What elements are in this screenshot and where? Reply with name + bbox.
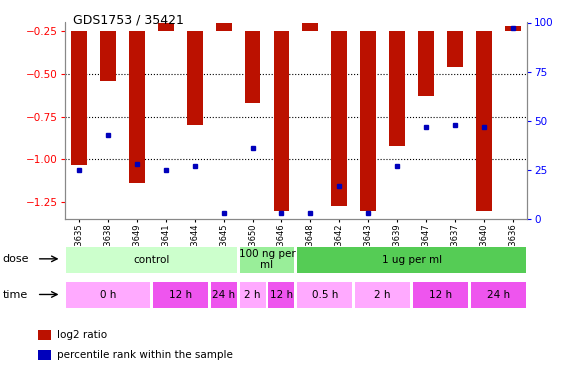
Bar [471, 282, 526, 308]
Bar [66, 282, 150, 308]
Text: percentile rank within the sample: percentile rank within the sample [57, 350, 233, 360]
Bar [158, 0, 174, 31]
Bar [297, 282, 352, 308]
Text: 12 h: 12 h [270, 290, 293, 300]
Bar [389, 31, 405, 146]
Bar [66, 247, 237, 273]
Bar [447, 31, 463, 67]
Bar [38, 350, 51, 360]
Bar [418, 31, 434, 96]
Text: 12 h: 12 h [169, 290, 192, 300]
Text: 100 ng per
ml: 100 ng per ml [238, 249, 296, 270]
Text: dose: dose [3, 255, 29, 264]
Bar [100, 31, 116, 81]
Bar [245, 31, 260, 103]
Bar [505, 26, 521, 31]
Text: time: time [3, 290, 28, 300]
Bar [355, 282, 410, 308]
Bar [240, 247, 295, 273]
Bar [187, 31, 203, 125]
Text: 24 h: 24 h [487, 290, 510, 300]
Bar [71, 31, 87, 165]
Bar [413, 282, 468, 308]
Text: GDS1753 / 35421: GDS1753 / 35421 [73, 13, 184, 26]
Bar [297, 247, 526, 273]
Bar [129, 31, 145, 183]
Text: 2 h: 2 h [374, 290, 391, 300]
Bar [332, 31, 347, 206]
Bar [269, 282, 295, 308]
Bar [38, 330, 51, 340]
Bar [274, 31, 289, 211]
Text: 0.5 h: 0.5 h [312, 290, 338, 300]
Text: 12 h: 12 h [429, 290, 452, 300]
Bar [215, 0, 232, 31]
Text: control: control [133, 255, 169, 265]
Text: 0 h: 0 h [100, 290, 116, 300]
Bar [476, 31, 492, 211]
Bar [302, 0, 318, 31]
Text: 2 h: 2 h [244, 290, 261, 300]
Text: log2 ratio: log2 ratio [57, 330, 108, 340]
Bar [210, 282, 237, 308]
Bar [240, 282, 265, 308]
Text: 24 h: 24 h [212, 290, 235, 300]
Bar [153, 282, 208, 308]
Bar [360, 31, 376, 211]
Text: 1 ug per ml: 1 ug per ml [381, 255, 442, 265]
